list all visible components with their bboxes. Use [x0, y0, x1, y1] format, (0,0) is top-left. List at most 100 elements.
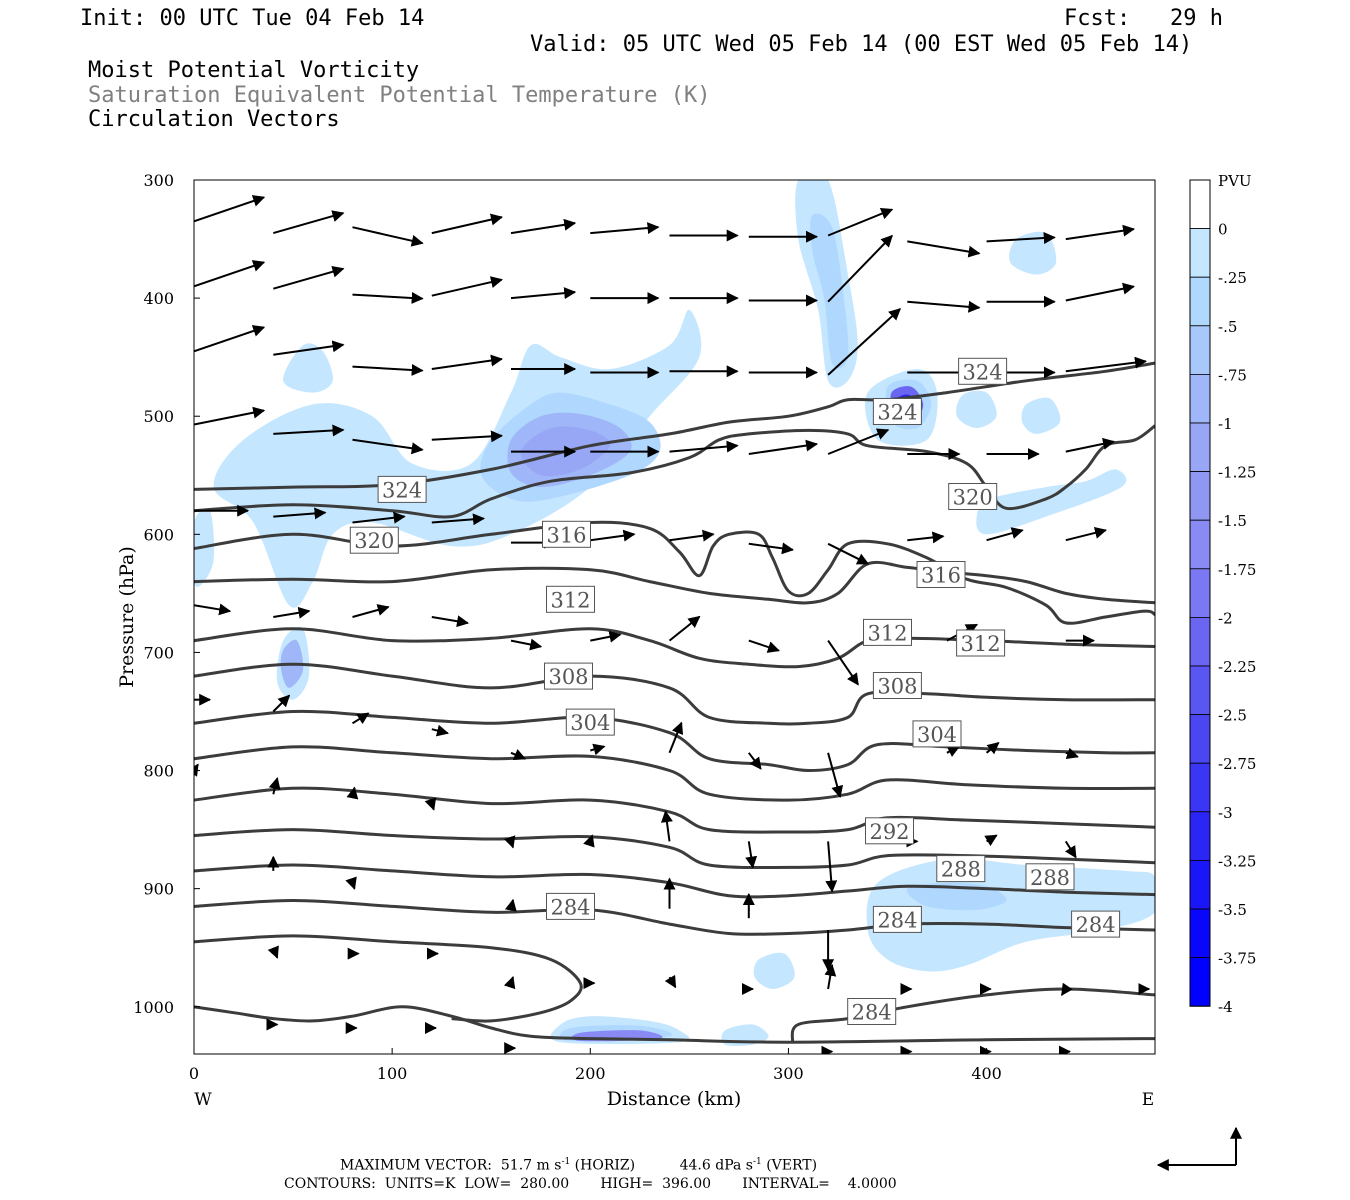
contour-label-box — [916, 561, 966, 588]
colorbar-label-13: -3.25 — [1218, 852, 1256, 870]
circulation-vector-85 — [346, 786, 359, 800]
x-tick-label-0: 0 — [189, 1064, 199, 1083]
contour-label-288-16: 288 — [1025, 863, 1075, 891]
reference-vector-icon — [1156, 1126, 1242, 1171]
pv-region-5 — [956, 390, 997, 428]
contour-label-284-20: 284 — [847, 998, 897, 1025]
contour-label-box — [958, 357, 1008, 385]
theta-es-contour-292-8 — [194, 786, 1155, 834]
theta-es-contour-284-13 — [790, 987, 1155, 1043]
x-tick-label-4: 400 — [971, 1064, 1002, 1083]
contour-label-text: 324 — [877, 401, 917, 425]
contour-label-288-15: 288 — [936, 855, 986, 883]
circulation-vector-54 — [669, 529, 715, 542]
circulation-vector-35 — [1065, 356, 1147, 373]
contour-label-text: 312 — [867, 621, 907, 645]
circulation-vector-61 — [273, 606, 311, 619]
vector-layer — [194, 195, 1151, 1054]
colorbar-swatch-10 — [1189, 665, 1211, 715]
contour-label-292-14: 292 — [865, 817, 914, 845]
contour-label-316-6: 316 — [916, 561, 966, 588]
circulation-vector-58 — [986, 527, 1024, 542]
circulation-vector-39 — [431, 430, 503, 443]
colorbar-label-4: -1 — [1218, 415, 1233, 433]
x-tick-label-2: 200 — [575, 1064, 606, 1083]
colorbar-label-11: -2.75 — [1218, 755, 1256, 773]
circulation-vector-68 — [827, 640, 859, 686]
colorbar-swatch-14 — [1189, 860, 1211, 910]
y-tick-label-2: 500 — [143, 407, 174, 426]
circulation-vector-62 — [352, 604, 390, 618]
colorbar-label-2: -.5 — [1218, 318, 1237, 336]
colorbar-swatch-6 — [1189, 471, 1211, 521]
colorbar-label-1: -.25 — [1218, 269, 1247, 287]
theta-es-contour-288-10 — [194, 863, 1155, 899]
circulation-vector-14 — [352, 291, 424, 304]
circulation-vector-36 — [194, 406, 266, 426]
circulation-vector-80 — [946, 745, 960, 757]
circulation-vector-83 — [194, 763, 199, 777]
east-label: E — [1142, 1090, 1154, 1110]
contour-label-box — [872, 672, 922, 699]
colorbar-label-14: -3.5 — [1218, 901, 1247, 919]
circulation-vector-91 — [825, 841, 838, 893]
contour-label-box — [349, 526, 399, 554]
theta-es-contour-312-3 — [194, 560, 1155, 605]
contour-label-312-8: 312 — [863, 618, 912, 646]
circulation-vector-56 — [827, 542, 870, 565]
contour-label-text: 320 — [953, 486, 993, 510]
circulation-vector-16 — [510, 287, 577, 300]
theta-es-contour-282-12 — [194, 934, 583, 1023]
x-tick-label-1: 100 — [377, 1064, 408, 1083]
colorbar-swatch-5 — [1189, 422, 1211, 472]
circulation-vector-75 — [510, 749, 527, 761]
y-tick-label-0: 300 — [143, 171, 174, 190]
contour-label-324-2: 324 — [958, 357, 1008, 385]
contour-label-box — [936, 855, 986, 883]
contour-label-320-3: 320 — [349, 526, 399, 554]
circulation-vector-27 — [431, 354, 503, 370]
colorbar-label-15: -3.75 — [1218, 950, 1256, 968]
field-title-vectors: Circulation Vectors — [88, 107, 340, 132]
x-tick-label-3: 300 — [773, 1064, 804, 1083]
circulation-vector-63 — [431, 615, 469, 628]
contour-label-text: 312 — [961, 632, 1001, 656]
contour-label-box — [863, 618, 912, 646]
circulation-vector-50 — [352, 511, 406, 524]
circulation-vector-4 — [510, 218, 577, 235]
contour-label-304-13: 304 — [912, 720, 962, 748]
max-vector-horiz: 51.7 m s — [500, 1157, 562, 1174]
vert-exponent: -1 — [752, 1157, 762, 1167]
circulation-vector-24 — [194, 325, 266, 353]
contour-label-box — [544, 662, 593, 690]
colorbar-swatch-12 — [1189, 762, 1211, 813]
contour-label-284-19: 284 — [1071, 910, 1121, 938]
pv-colorbar: PVU 0 -.25 -.5 -.75 -1 -1.25 -1.5 -1.75 -2 -2.25 -2… — [1189, 172, 1256, 1016]
contour-label-304-12: 304 — [565, 708, 615, 736]
circulation-vector-72 — [272, 694, 291, 713]
west-label: W — [194, 1090, 212, 1110]
circulation-vector-47 — [1065, 437, 1115, 453]
y-tick-label-4: 700 — [143, 643, 174, 662]
contour-label-312-9: 312 — [956, 629, 1006, 657]
colorbar-label-3: -.75 — [1218, 366, 1247, 384]
colorbar-swatch-15 — [1189, 908, 1211, 958]
circulation-vector-0 — [194, 195, 266, 223]
circulation-vector-104 — [503, 975, 516, 990]
circulation-vector-26 — [352, 363, 424, 376]
contour-label-box — [565, 708, 615, 736]
circulation-vector-89 — [660, 810, 673, 842]
theta-es-contour-290-9 — [194, 828, 1155, 870]
circulation-vector-66 — [668, 615, 701, 642]
contour-label-320-4: 320 — [948, 483, 998, 510]
circulation-vector-96 — [345, 876, 357, 890]
forecast-hour: Fcst: 29 h — [1064, 6, 1223, 31]
circulation-vector-9 — [907, 240, 981, 258]
y-tick-label-6: 900 — [143, 880, 174, 899]
circulation-vector-42 — [669, 440, 739, 453]
circulation-vector-49 — [273, 507, 327, 520]
contour-label-text: 284 — [1076, 913, 1116, 937]
circulation-vector-106 — [664, 974, 677, 989]
theta-es-contour-284-11 — [194, 898, 1155, 936]
